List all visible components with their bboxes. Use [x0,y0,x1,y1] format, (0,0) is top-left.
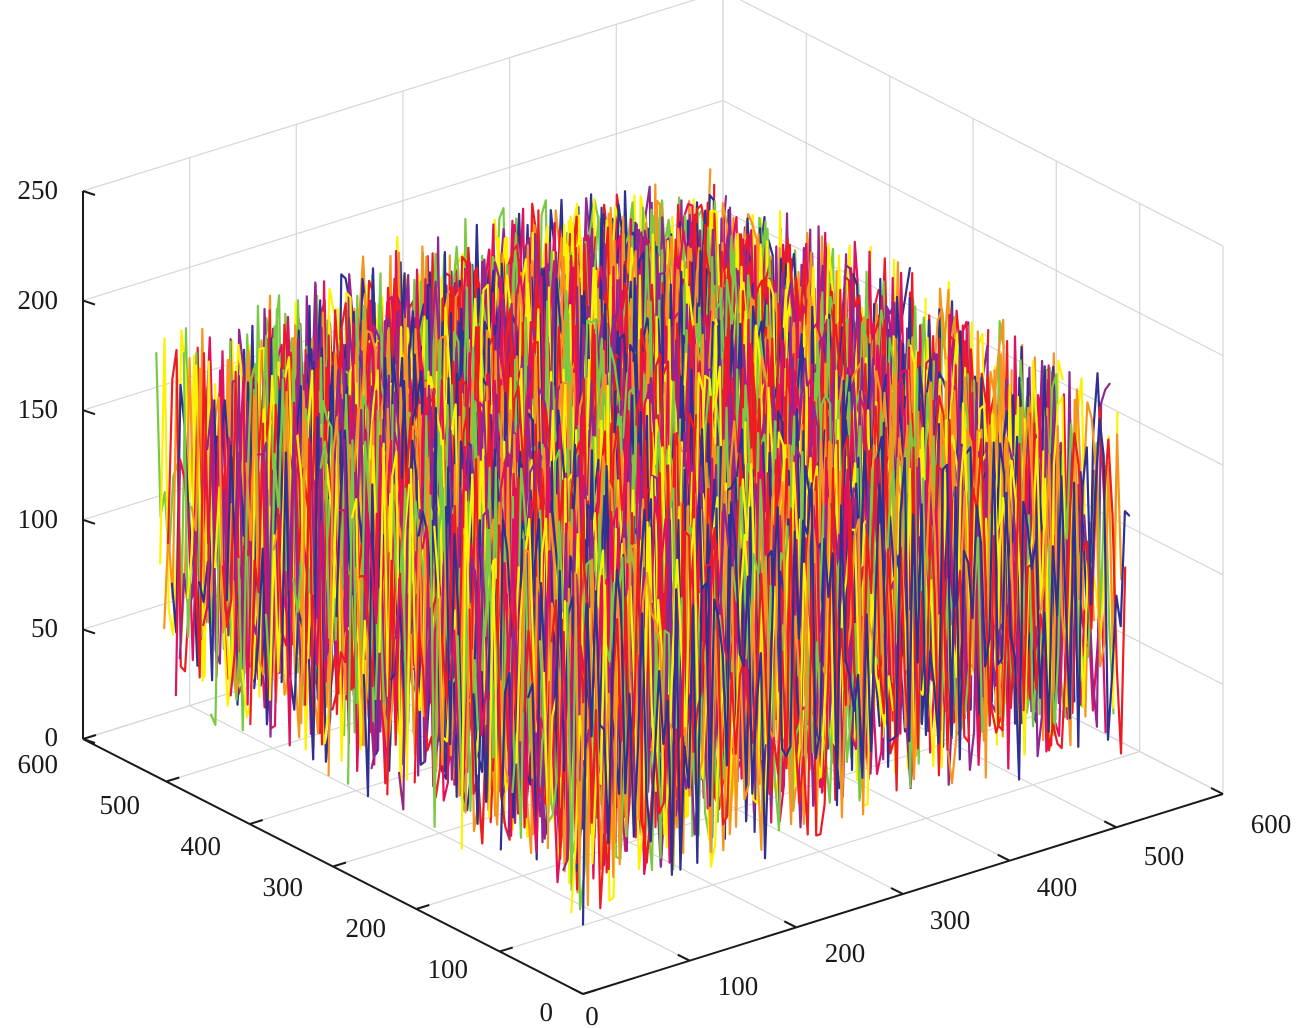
y-tick-mark [499,946,513,953]
x-tick-label: 400 [1037,872,1078,902]
series-line [581,417,1131,926]
x-tick-mark [783,920,797,929]
z-tick-mark [82,518,96,525]
z-tick-label: 250 [18,175,59,205]
y-tick-label: 100 [428,954,469,984]
y-tick-mark [166,776,180,783]
x-tick-label: 200 [825,938,866,968]
x-tick-mark [677,953,691,962]
chart-axes [82,190,1224,995]
z-tick-mark [82,628,96,635]
z-tick-label: 200 [18,285,59,315]
y-tick-mark [249,819,263,825]
x-tick-labels: 0 100 200 300 400 500 600 [585,809,1291,1028]
chart-series [155,168,1131,926]
y-tick-label: 600 [18,749,59,779]
z-tick-label: 100 [18,504,59,534]
y-tick-mark [332,861,347,868]
z-tick-mark [82,738,96,744]
x-tick-label: 100 [718,971,759,1001]
z-tick-mark [82,409,96,416]
z-tick-label: 0 [45,722,59,752]
y-tick-label: 0 [540,997,554,1027]
x-tick-mark [890,887,904,895]
back-wall-gridline [82,100,724,302]
x-tick-label: 0 [585,1001,599,1028]
y-tick-label: 500 [100,790,141,820]
z-tick-label: 150 [18,394,59,424]
back-wall-gridline [82,0,697,192]
y-tick-label: 400 [181,831,222,861]
z-tick-mark [82,299,96,306]
y-tick-mark [82,734,97,740]
x-tick-label: 300 [930,905,971,935]
x-tick-mark [997,853,1011,862]
side-wall-gridline [722,100,1224,357]
floor-gridline [499,750,1140,953]
y-tick-label: 200 [346,913,387,943]
x-tick-mark [1210,787,1224,795]
x-tick-mark [1103,820,1117,829]
y-tick-label: 300 [263,872,304,902]
side-wall-gridline [739,0,1224,247]
x-tick-label: 500 [1144,841,1185,871]
x-tick-label: 600 [1251,809,1292,839]
y-tick-labels: 0 100 200 300 400 500 600 [18,749,554,1027]
y-tick-mark [582,989,597,995]
z-tick-label: 50 [31,613,58,643]
z-tick-mark [82,190,96,196]
z-tick-labels: 0 50 100 150 200 250 [18,175,59,752]
y-tick-mark [416,904,430,910]
x-tick-mark [570,987,584,995]
